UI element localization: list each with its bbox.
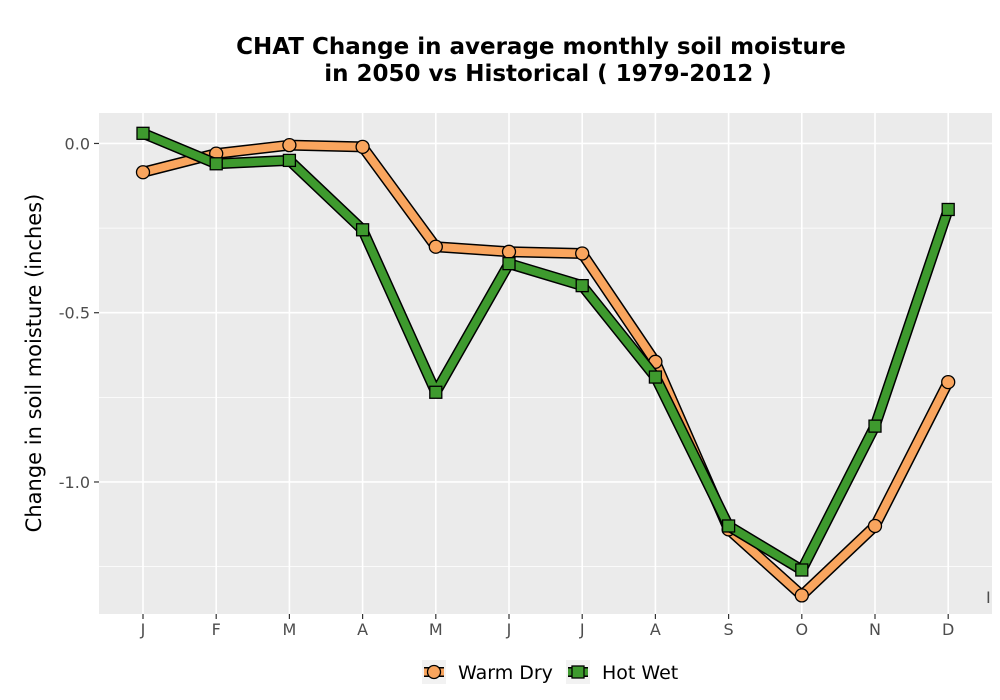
series-layer	[135, 126, 956, 603]
series-1-line	[139, 129, 953, 574]
series-0-point-11	[941, 374, 956, 390]
y-tick-label-1: -0.5	[59, 304, 90, 323]
x-tick-label-9: O	[796, 620, 809, 639]
legend: Warm Dry Hot Wet	[422, 660, 678, 684]
series-1-point-9	[795, 563, 809, 577]
legend-key-marker-1	[571, 665, 585, 679]
series-0-point-10	[867, 518, 883, 534]
legend-label-1: Hot Wet	[602, 662, 678, 684]
series-1-point-4	[429, 385, 443, 399]
series-0-point-9	[794, 588, 809, 603]
series-1-point-1	[209, 157, 223, 171]
x-tick-label-10: N	[869, 620, 881, 639]
y-axis: 0.0 -0.5 -1.0	[59, 134, 99, 492]
x-tick-label-7: A	[650, 620, 661, 639]
series-1-point-7	[648, 370, 663, 384]
series-0-point-5	[501, 244, 517, 259]
series-1-point-11	[941, 202, 955, 217]
x-tick-label-1: F	[212, 620, 221, 639]
legend-label-0: Warm Dry	[458, 662, 553, 684]
series-0-point-0	[135, 165, 151, 180]
grid-minor	[99, 227, 992, 568]
series-1-point-0	[136, 126, 150, 140]
x-tick-label-8: S	[724, 620, 734, 639]
series-0-line	[139, 141, 953, 600]
series-0	[135, 138, 956, 603]
series-1-point-8	[721, 519, 736, 533]
x-tick-label-3: A	[357, 620, 368, 639]
legend-key-marker-0	[426, 664, 442, 680]
x-tick-label-11: D	[942, 620, 954, 639]
series-1-point-5	[502, 256, 516, 271]
y-tick-label-2: -1.0	[59, 473, 90, 492]
plot-panel	[99, 113, 992, 614]
series-1-point-3	[355, 223, 370, 237]
x-tick-label-0: J	[140, 620, 146, 639]
x-tick-label-4: M	[429, 620, 443, 639]
series-1	[136, 126, 955, 577]
series-1-point-10	[868, 419, 882, 433]
series-0-point-3	[355, 139, 370, 155]
chart-title-line-1: CHAT Change in average monthly soil mois…	[236, 34, 846, 60]
series-0-point-6	[575, 246, 590, 261]
chart-title: CHAT Change in average monthly soil mois…	[236, 34, 846, 87]
series-0-point-2	[282, 138, 297, 153]
y-tick-label-0: 0.0	[65, 134, 90, 153]
y-axis-title: Change in soil moisture (inches)	[22, 194, 46, 533]
stray-label: I	[986, 588, 991, 607]
x-tick-label-2: M	[282, 620, 296, 639]
x-tick-label-6: J	[579, 620, 585, 639]
series-1-point-2	[282, 153, 297, 168]
series-1-point-6	[575, 278, 589, 293]
x-tick-label-5: J	[506, 620, 512, 639]
series-0-point-4	[428, 239, 443, 254]
chart-title-line-2: in 2050 vs Historical ( 1979-2012 )	[324, 61, 771, 87]
